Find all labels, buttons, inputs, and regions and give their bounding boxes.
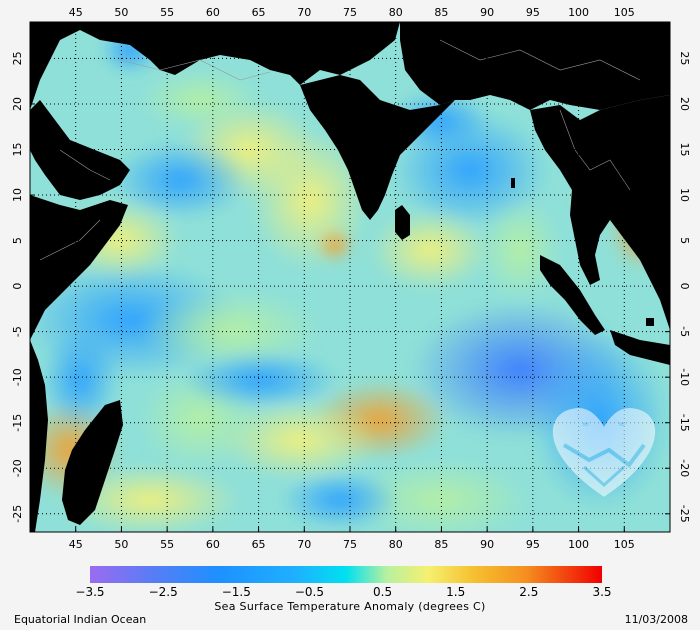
lat-tick-label-right: 10 xyxy=(678,188,691,202)
region-label: Equatorial Indian Ocean xyxy=(14,613,147,626)
lon-tick-label-bottom: 100 xyxy=(568,538,589,551)
lon-tick-label-bottom: 70 xyxy=(297,538,311,551)
lon-tick-label-top: 50 xyxy=(114,6,128,19)
handshake-heart-logo: ≈ ≈ xyxy=(552,408,656,497)
lon-tick-label-top: 70 xyxy=(297,6,311,19)
lat-tick-label-right: 20 xyxy=(678,97,691,111)
colorbar-tick-label: 0.5 xyxy=(373,585,393,599)
lat-tick-label-left: 15 xyxy=(11,143,24,157)
lon-tick-label-top: 45 xyxy=(69,6,83,19)
date-label: 11/03/2008 xyxy=(624,613,688,626)
colorbar-title: Sea Surface Temperature Anomaly (degrees… xyxy=(214,600,486,613)
lon-tick-label-bottom: 80 xyxy=(389,538,403,551)
lon-tick-label-top: 95 xyxy=(526,6,540,19)
lat-tick-label-right: -10 xyxy=(678,368,691,386)
land-masses xyxy=(30,22,670,532)
lon-tick-label-bottom: 85 xyxy=(434,538,448,551)
lat-tick-label-right: -25 xyxy=(678,505,691,523)
lat-tick-label-left: -20 xyxy=(11,459,24,477)
lat-tick-label-left: -25 xyxy=(11,505,24,523)
svg-text:≈: ≈ xyxy=(618,420,626,430)
lon-tick-label-bottom: 45 xyxy=(69,538,83,551)
lon-tick-label-top: 90 xyxy=(480,6,494,19)
lon-tick-label-top: 80 xyxy=(389,6,403,19)
lon-tick-label-top: 60 xyxy=(206,6,220,19)
lat-tick-label-right: 15 xyxy=(678,143,691,157)
lat-tick-label-left: -10 xyxy=(11,368,24,386)
lon-tick-label-top: 105 xyxy=(614,6,635,19)
lon-tick-label-bottom: 105 xyxy=(614,538,635,551)
lon-tick-label-bottom: 60 xyxy=(206,538,220,551)
lat-tick-label-left: 5 xyxy=(11,237,24,244)
border-lines xyxy=(39,39,641,261)
lon-tick-label-bottom: 75 xyxy=(343,538,357,551)
lat-tick-label-right: -5 xyxy=(678,326,691,337)
lon-tick-label-bottom: 95 xyxy=(526,538,540,551)
lat-tick-label-right: 25 xyxy=(678,51,691,65)
lon-tick-label-bottom: 55 xyxy=(160,538,174,551)
colorbar-tick-label: 1.5 xyxy=(446,585,466,599)
lat-tick-label-left: 10 xyxy=(11,188,24,202)
colorbar-tick-label: −2.5 xyxy=(148,585,178,599)
lon-tick-label-top: 75 xyxy=(343,6,357,19)
lon-tick-label-bottom: 50 xyxy=(114,538,128,551)
lat-tick-label-right: -15 xyxy=(678,414,691,432)
lat-tick-label-right: -20 xyxy=(678,459,691,477)
lat-tick-label-left: 25 xyxy=(11,51,24,65)
lat-tick-label-left: 0 xyxy=(11,283,24,290)
svg-text:≈: ≈ xyxy=(582,420,590,430)
lon-tick-label-bottom: 65 xyxy=(252,538,266,551)
colorbar-gradient xyxy=(90,566,602,583)
lon-tick-label-bottom: 90 xyxy=(480,538,494,551)
lat-tick-label-right: 0 xyxy=(678,283,691,290)
colorbar-tick-label: −0.5 xyxy=(294,585,324,599)
colorbar-tick-label: −3.5 xyxy=(75,585,105,599)
colorbar-tick-label: −1.5 xyxy=(221,585,251,599)
lon-tick-label-top: 55 xyxy=(160,6,174,19)
lon-tick-label-top: 65 xyxy=(252,6,266,19)
lat-tick-label-left: -15 xyxy=(11,414,24,432)
colorbar-tick-label: 3.5 xyxy=(592,585,612,599)
axis-ticks: 4545505055556060656570707575808085859090… xyxy=(11,6,691,551)
sst-field xyxy=(30,22,670,532)
lat-tick-label-right: 5 xyxy=(678,237,691,244)
colorbar-tick-label: 2.5 xyxy=(519,585,539,599)
lon-tick-label-top: 85 xyxy=(434,6,448,19)
lat-tick-label-left: 20 xyxy=(11,97,24,111)
lat-tick-label-left: -5 xyxy=(11,326,24,337)
lon-tick-label-top: 100 xyxy=(568,6,589,19)
